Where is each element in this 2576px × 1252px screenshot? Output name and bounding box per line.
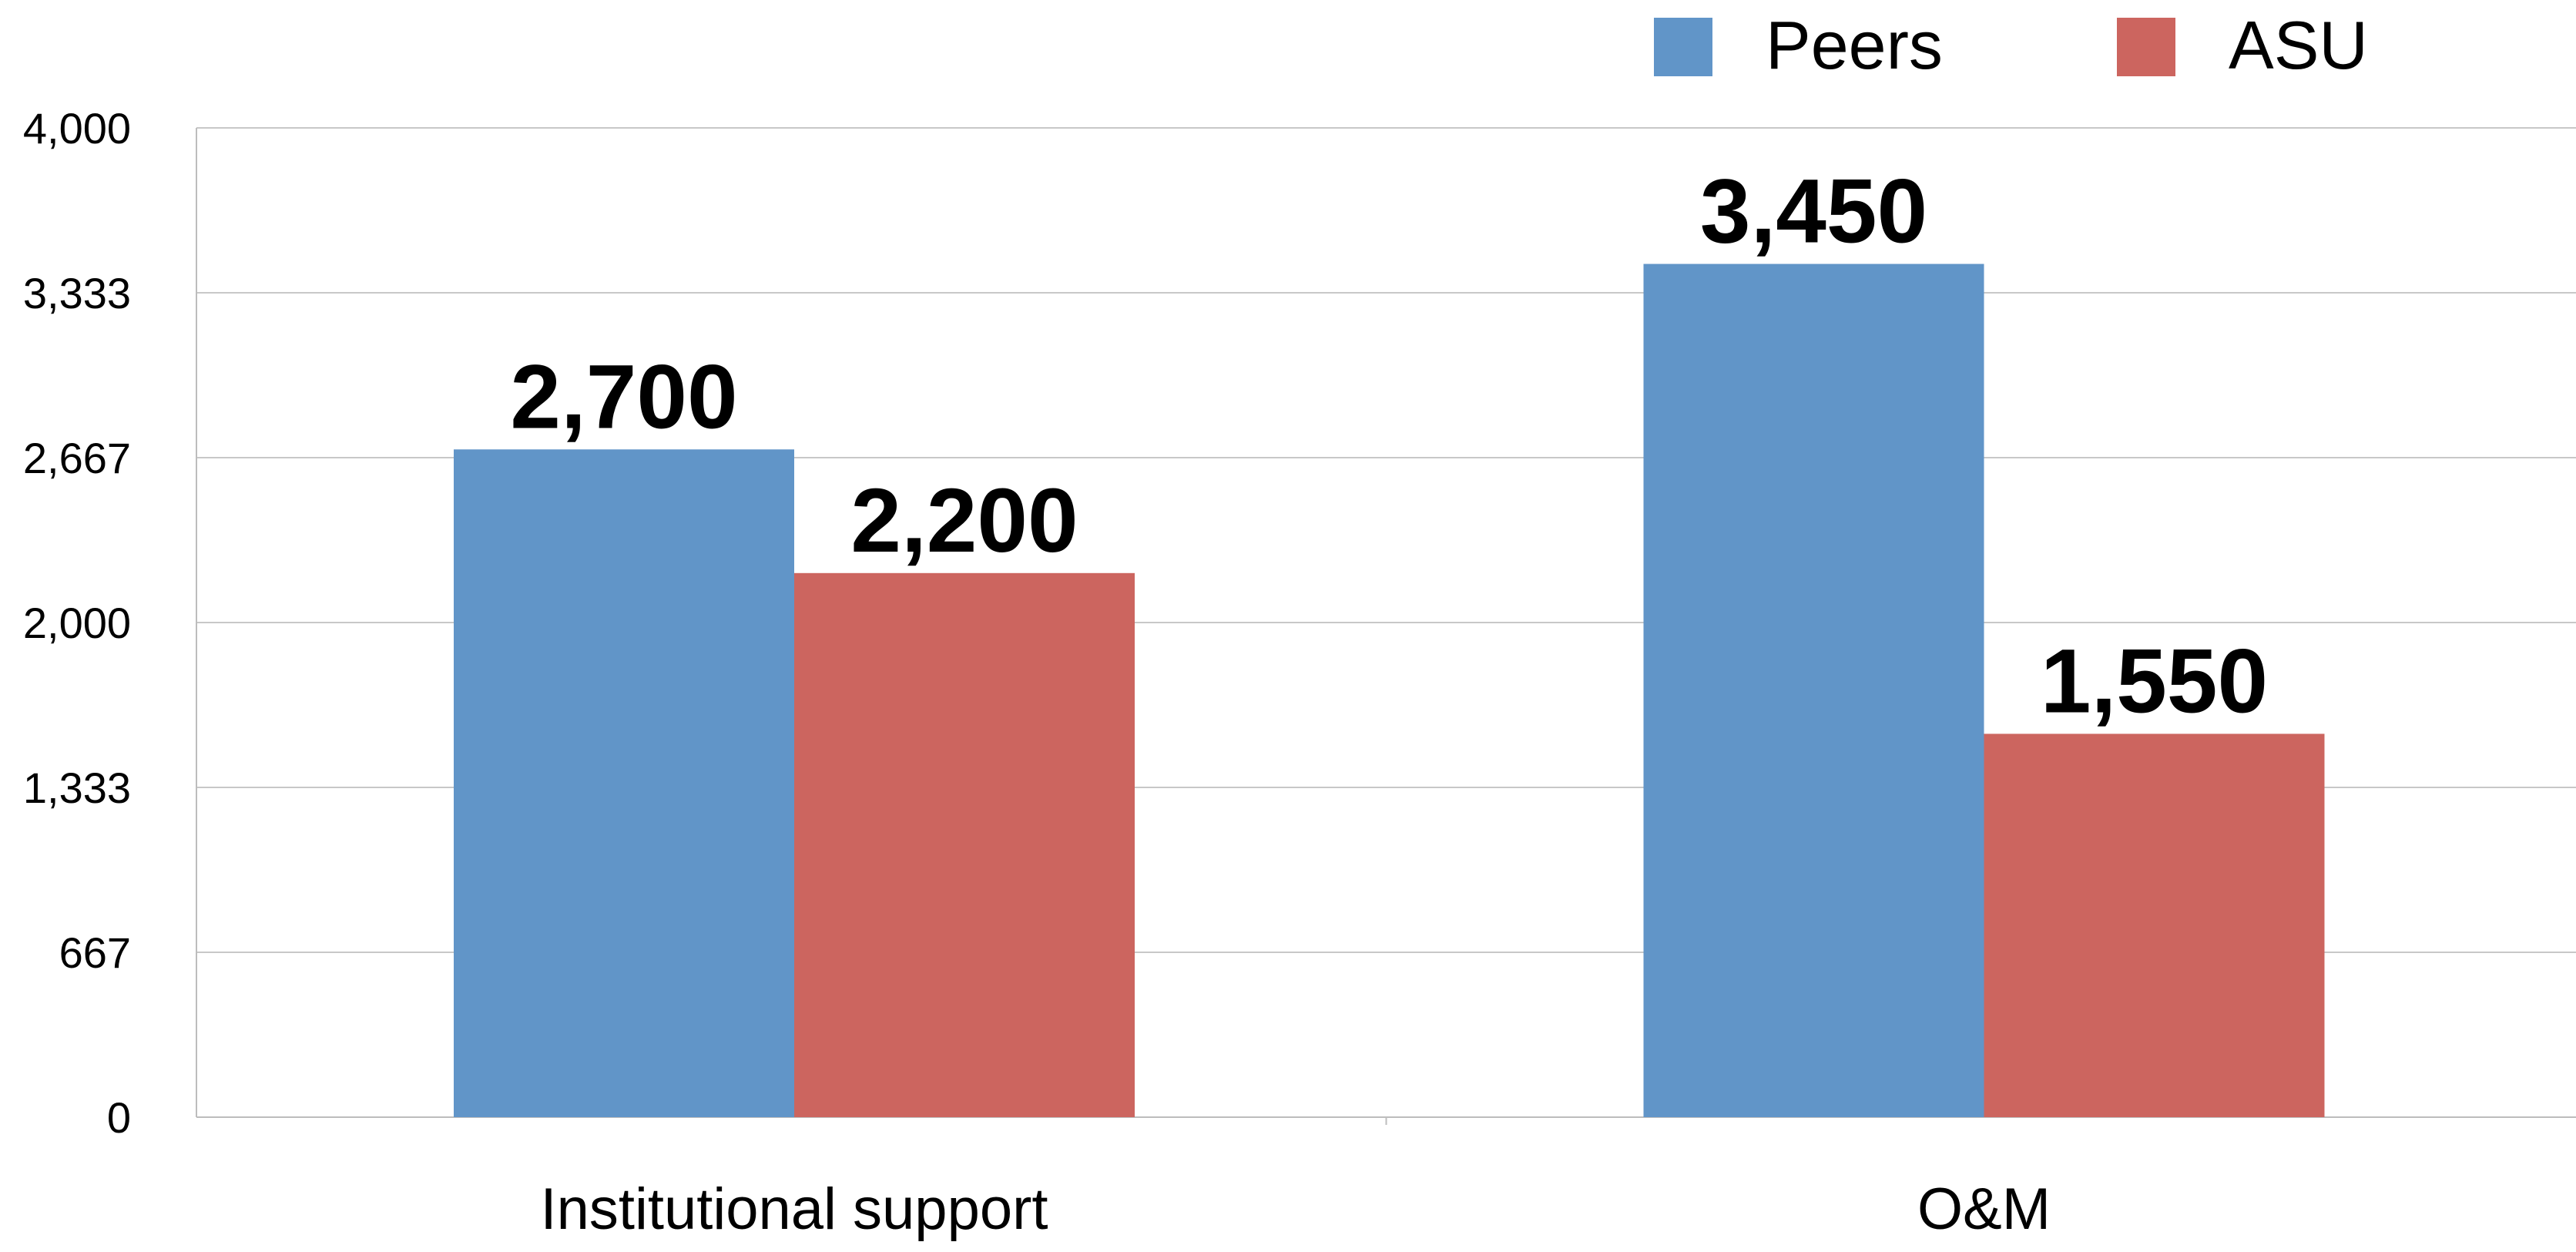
legend-swatch-asu <box>2117 18 2175 76</box>
bar-peers-1 <box>454 449 794 1117</box>
bar-asu-2 <box>1984 733 2325 1117</box>
y-axis-tick-labels: 0 667 1,333 2,000 2,667 3,333 4,000 <box>23 104 131 1142</box>
y-tick-label: 2,000 <box>23 599 131 647</box>
y-tick-label: 2,667 <box>23 434 131 482</box>
y-tick-label: 3,333 <box>23 269 131 317</box>
bar-peers-2 <box>1643 263 1984 1117</box>
legend: Peers ASU <box>1654 7 2368 83</box>
x-category-label: O&M <box>1917 1176 2051 1242</box>
legend-label-peers: Peers <box>1766 7 1943 83</box>
y-tick-label: 667 <box>59 928 131 977</box>
bar-asu-1 <box>794 572 1135 1117</box>
x-axis-category-labels: Institutional support O&M <box>540 1176 2051 1242</box>
y-tick-label: 1,333 <box>23 764 131 812</box>
data-label: 2,700 <box>510 346 737 448</box>
data-label: 2,200 <box>850 470 1078 572</box>
legend-label-asu: ASU <box>2229 7 2368 83</box>
data-label: 1,550 <box>2041 630 2268 732</box>
bars <box>454 263 2325 1117</box>
x-category-label: Institutional support <box>540 1176 1048 1242</box>
y-tick-label: 0 <box>107 1093 131 1142</box>
legend-swatch-peers <box>1654 18 1712 76</box>
data-label: 3,450 <box>1700 161 1927 263</box>
data-labels: 2,700 2,200 3,450 1,550 <box>510 161 2268 733</box>
y-tick-label: 4,000 <box>23 104 131 153</box>
